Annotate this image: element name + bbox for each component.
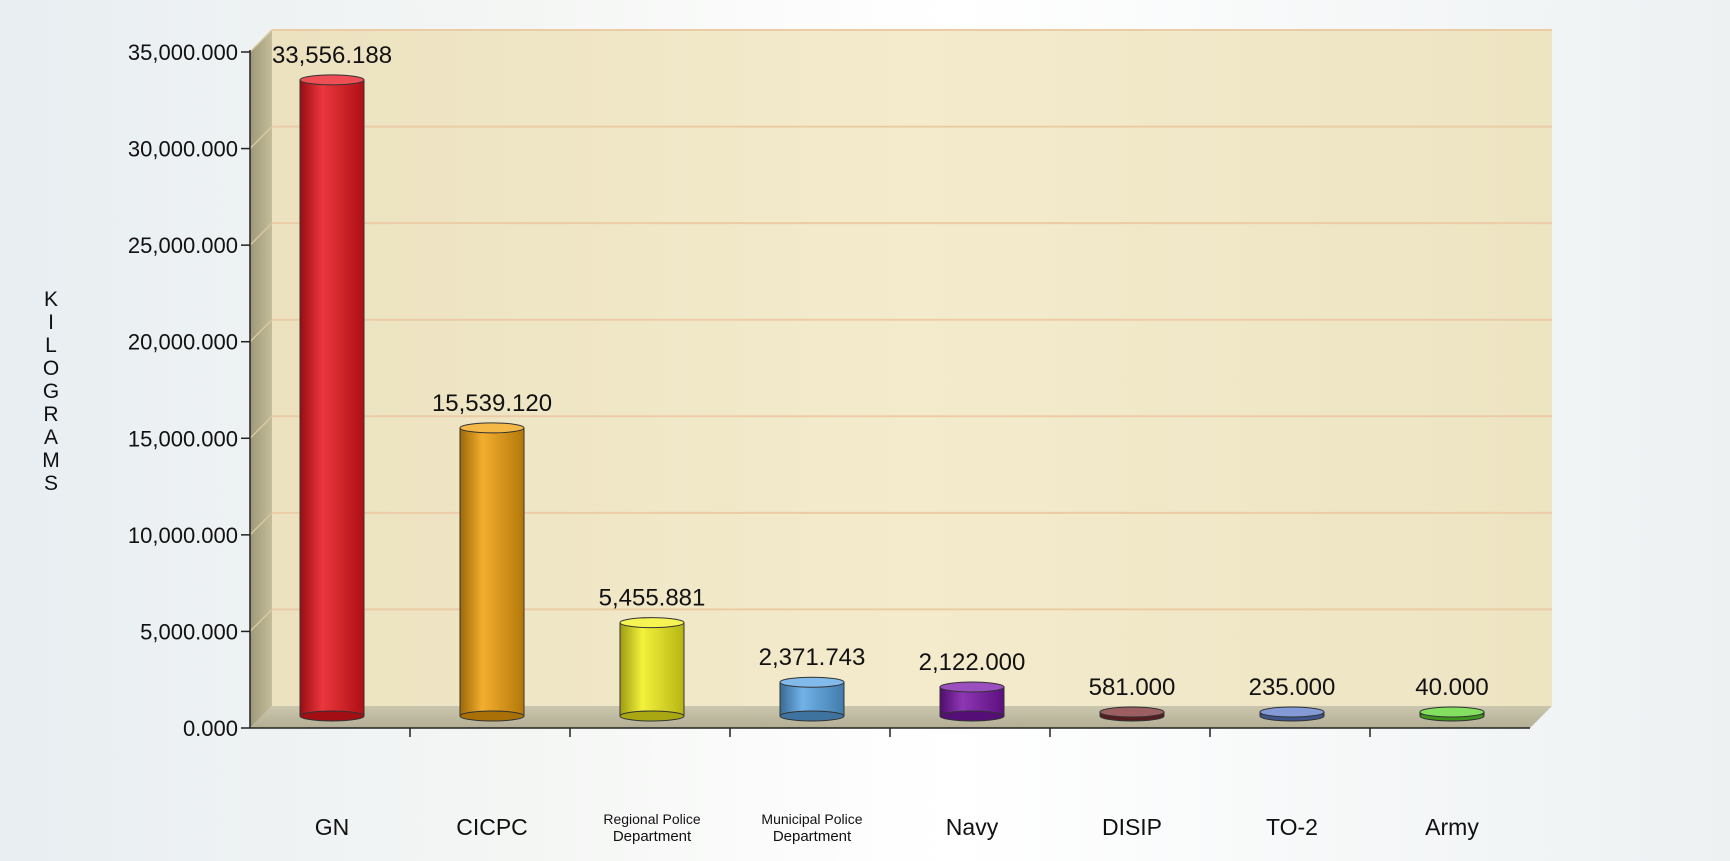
- bar-top: [299, 74, 365, 86]
- y-axis-label-letter: O: [42, 357, 60, 380]
- bar-body: [460, 427, 524, 716]
- data-label: 5,455.881: [599, 585, 706, 612]
- x-tick-label: GN: [315, 814, 350, 840]
- chart-floor: [250, 706, 1552, 728]
- data-label: 235.000: [1249, 674, 1336, 701]
- chart-side-wall: [250, 30, 272, 728]
- x-tick-label: Regional Police: [603, 811, 700, 827]
- y-tick-label: 0.000: [183, 716, 238, 741]
- data-label: 15,539.120: [432, 390, 552, 417]
- y-axis-label-letter: I: [48, 311, 54, 334]
- bar-body: [780, 682, 844, 716]
- bar-top: [619, 617, 685, 629]
- x-tick-label: Army: [1425, 814, 1479, 840]
- bar-top: [1099, 706, 1165, 718]
- x-tick-label: Municipal Police: [761, 811, 862, 827]
- x-tick-label-line2: Department: [773, 828, 852, 845]
- gridline-side: [249, 512, 273, 536]
- x-tick-label: Navy: [946, 814, 999, 840]
- y-axis-label-letter: K: [43, 288, 58, 311]
- data-label: 33,556.188: [272, 42, 392, 69]
- bar: [1419, 706, 1485, 722]
- data-label: 2,122.000: [919, 649, 1026, 676]
- data-label: 581.000: [1089, 674, 1176, 701]
- bar-body: [620, 622, 684, 716]
- bar-base: [779, 710, 845, 722]
- gridline-side: [249, 415, 273, 439]
- y-tick-label: 35,000.000: [128, 40, 238, 65]
- bar-base: [459, 710, 525, 722]
- bar-base: [299, 710, 365, 722]
- gridline-side: [249, 29, 273, 53]
- bar-base: [939, 710, 1005, 722]
- y-axis-label-letter: R: [43, 403, 59, 426]
- bar: [1099, 706, 1165, 722]
- bar-body: [300, 79, 364, 716]
- bar: [299, 74, 365, 722]
- y-tick-label: 5,000.000: [140, 619, 238, 644]
- bar-top: [1419, 706, 1485, 718]
- bar-top: [1259, 706, 1325, 718]
- x-tick-label: CICPC: [456, 814, 528, 840]
- bar: [1259, 706, 1325, 722]
- y-tick-label: 15,000.000: [128, 426, 238, 451]
- bar: [779, 676, 845, 722]
- bar: [939, 681, 1005, 722]
- bar-top: [459, 422, 525, 434]
- x-tick-label: DISIP: [1102, 814, 1162, 840]
- y-axis-label-letter: S: [43, 472, 58, 495]
- gridline-side: [249, 126, 273, 150]
- bar-top: [939, 681, 1005, 693]
- y-axis-label-letter: M: [42, 449, 60, 472]
- bar-base: [619, 710, 685, 722]
- data-label: 40.000: [1415, 674, 1488, 701]
- bar: [459, 422, 525, 722]
- x-tick-label-line2: Department: [613, 828, 692, 845]
- y-axis-label-letter: A: [43, 426, 58, 449]
- y-tick-label: 25,000.000: [128, 233, 238, 258]
- y-tick-label: 30,000.000: [128, 137, 238, 162]
- gridline-side: [249, 319, 273, 343]
- data-label: 2,371.743: [759, 644, 866, 671]
- gridline-side: [249, 222, 273, 246]
- y-tick-label: 20,000.000: [128, 330, 238, 355]
- y-tick-label: 10,000.000: [128, 523, 238, 548]
- x-tick-label: TO-2: [1266, 814, 1318, 840]
- gridline-side: [249, 608, 273, 632]
- bar: [619, 617, 685, 722]
- y-axis-label-letter: G: [42, 380, 60, 403]
- bar-top: [779, 676, 845, 688]
- y-axis-label-letter: L: [45, 334, 57, 357]
